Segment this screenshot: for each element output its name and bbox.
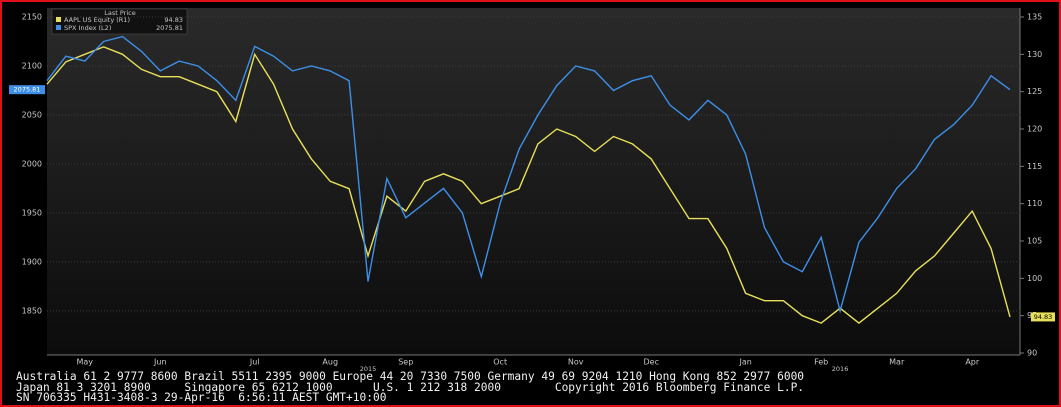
footer-line: Japan 81 3 3201 8900 Singapore 65 6212 1… [16,381,804,394]
x-tick-label: Mar [889,358,905,367]
footer-line: Australia 61 2 9777 8600 Brazil 5511 239… [16,370,804,383]
x-tick-label: Sep [398,358,413,367]
legend [51,8,188,35]
axis-value-tag [1031,312,1055,322]
x-tick-label: Aug [322,358,338,367]
axis-value-label: 94.83 [1034,313,1053,321]
y2-tick-label: 100 [1027,274,1042,283]
y-tick-label: 1850 [22,306,42,315]
legend-label: AAPL US Equity (R1) [64,16,130,24]
y-tick-label: 2100 [22,61,42,70]
x-year-label: 2016 [832,365,849,373]
series-line [46,35,1011,314]
legend-label: SPX Index (L2) [64,24,111,32]
x-tick-label: Dec [643,358,658,367]
footer-line: SN 706335 H431-3408-3 29-Apr-16 6:56:11 … [16,391,387,404]
legend-value: 2075.81 [156,24,183,32]
series-line [46,46,1011,324]
x-tick-label: Feb [814,358,828,367]
y2-tick-label: 105 [1027,237,1042,246]
x-tick-label: May [76,358,93,367]
legend-title: Last Price [104,9,135,17]
y-tick-label: 1900 [22,257,42,266]
axis-value-tag [9,85,45,95]
y2-tick-label: 120 [1027,125,1042,134]
y-tick-label: 2000 [22,159,42,168]
legend-swatch [56,17,61,22]
x-tick-label: Jan [738,358,751,367]
y2-tick-label: 90 [1027,349,1037,358]
plot-area [47,8,1020,355]
legend-value: 94.83 [164,16,183,24]
y2-tick-label: 110 [1027,199,1042,208]
axis-value-label: 2075.81 [14,86,41,94]
y2-tick-label: 125 [1027,87,1042,96]
x-tick-label: Apr [965,358,980,367]
y-tick-label: 2050 [22,110,42,119]
y-tick-label: 2150 [22,13,42,22]
legend-swatch [56,25,61,30]
x-tick-label: Nov [568,358,584,367]
x-tick-label: Jun [153,358,167,367]
y2-tick-label: 135 [1027,13,1042,22]
y2-tick-label: 130 [1027,50,1042,59]
y2-tick-label: 115 [1027,162,1042,171]
x-tick-label: Oct [493,358,507,367]
x-year-label: 2015 [360,365,377,373]
y-tick-label: 1950 [22,208,42,217]
x-tick-label: Jul [249,358,260,367]
